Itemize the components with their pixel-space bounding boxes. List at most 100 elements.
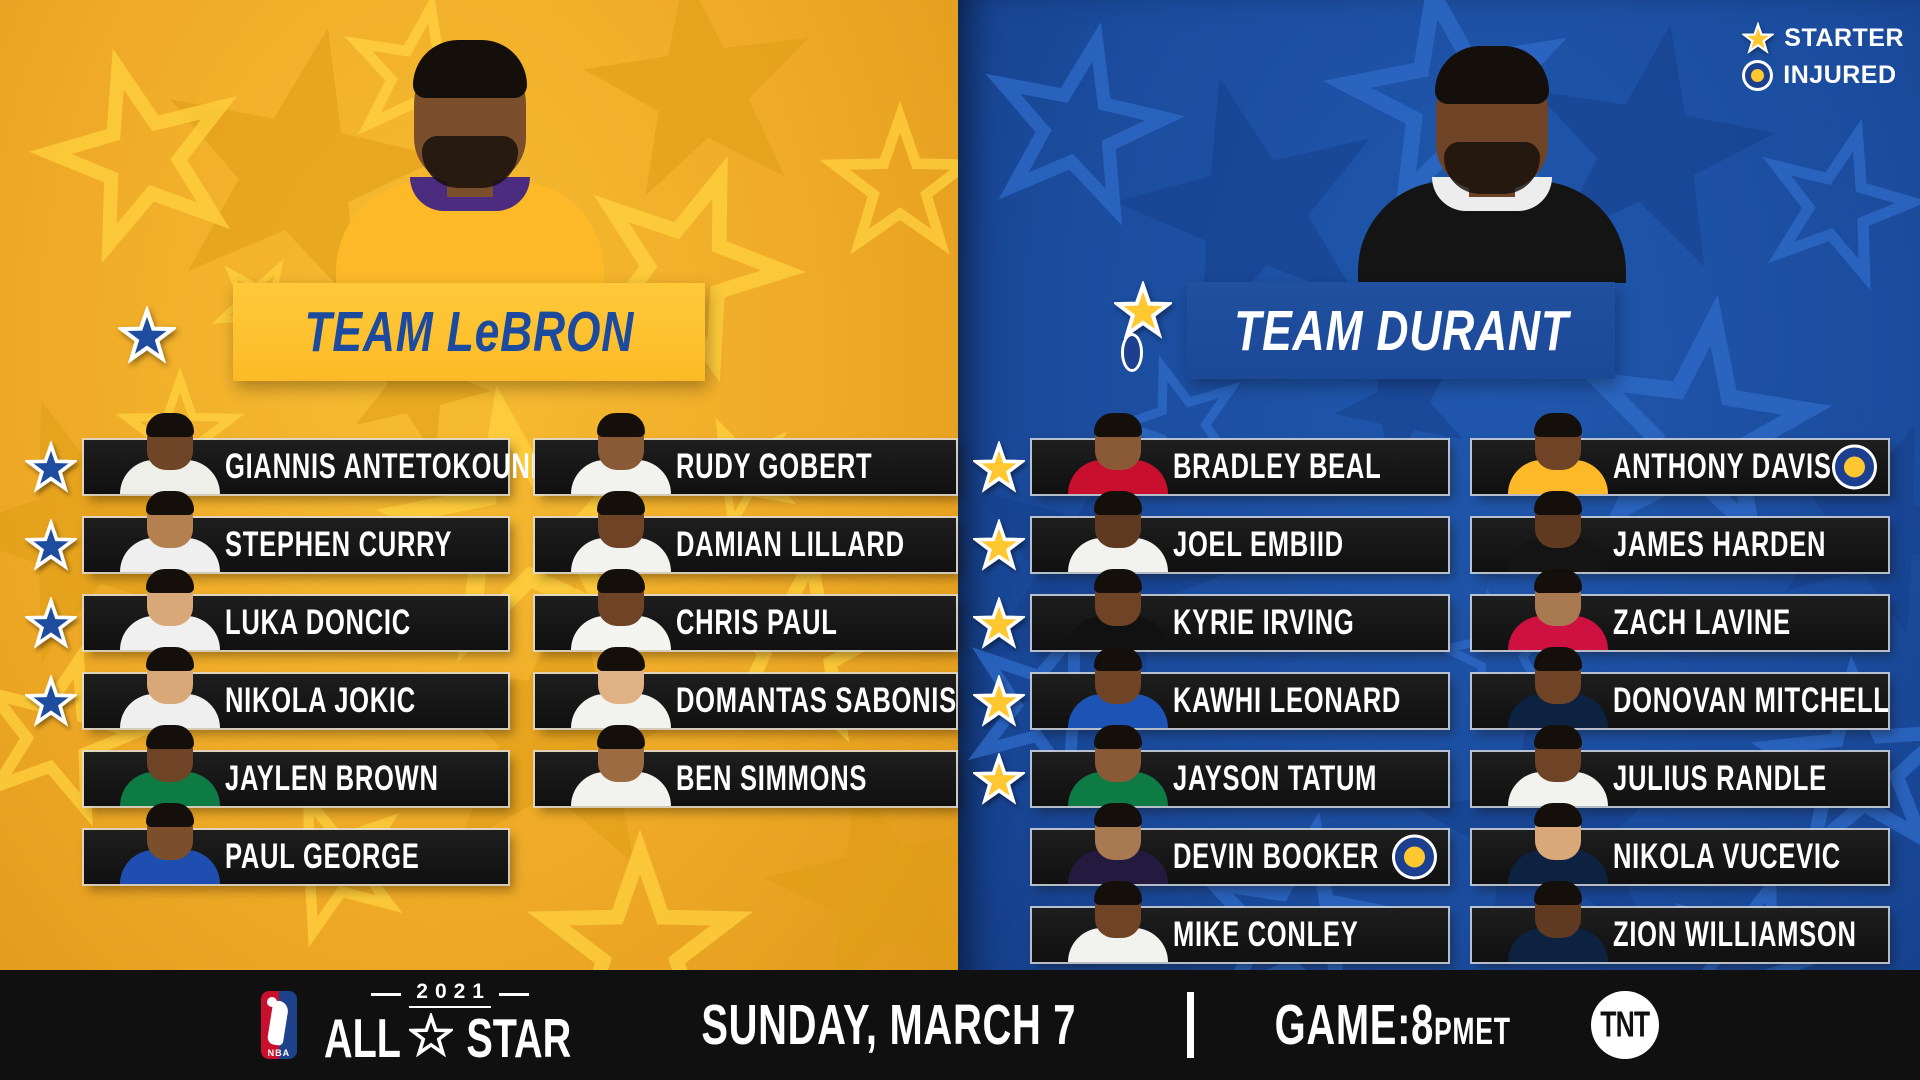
player-headshot [118,569,222,650]
headshot-hair [597,569,645,593]
player-headshot [1506,881,1610,962]
team-durant-banner: TEAM DURANT [1187,282,1615,379]
headshot-hair [146,413,194,437]
player-row: DEVIN BOOKER [966,803,1448,884]
headshot-hair [146,647,194,671]
player-row: ZACH LAVINE [1472,569,1888,650]
headshot-hair [146,725,194,749]
player-row: NIKOLA VUCEVIC [1472,803,1888,884]
player-name: PAUL GEORGE [225,837,420,876]
player-bar: JAMES HARDEN [1472,491,1888,572]
team-lebron-captain-starter-star-icon [115,304,179,364]
player-bar: KAWHI LEONARD [1032,647,1448,728]
game-label: GAME: [1274,993,1411,1057]
player-row: KYRIE IRVING [966,569,1448,650]
player-bar: GIANNIS ANTETOKOUNMPO [84,413,590,494]
nba-player-silhouette [266,1000,290,1046]
starter-star-icon [971,751,1027,805]
game-meridiem: PM [1433,1011,1476,1053]
player-bar: JULIUS RANDLE [1472,725,1888,806]
headshot-hair [1534,803,1582,827]
player-headshot [1506,569,1610,650]
player-headshot [1066,725,1170,806]
player-bar: JAYSON TATUM [1032,725,1448,806]
starter-badge [966,751,1032,805]
injured-icon [1745,63,1771,88]
team-lebron-banner: TEAM LeBRON [233,283,705,381]
allstar-all-text: ALL [323,1007,401,1069]
player-row: DOMANTAS SABONIS [535,647,956,728]
injured-icon [1395,837,1434,877]
footer-divider [1186,992,1194,1058]
allstar-text-row: ALL STAR [309,1006,592,1070]
allstar-star-icon [406,1011,456,1058]
player-row: STEPHEN CURRY [18,491,508,572]
player-name: LUKA DONCIC [225,603,411,642]
player-name: JAMES HARDEN [1613,525,1827,564]
player-bar: BRADLEY BEAL [1032,413,1448,494]
tnt-logo: TNT [1591,991,1660,1059]
player-headshot [1066,647,1170,728]
player-bar: DOMANTAS SABONIS [535,647,956,728]
starter-badge [18,595,84,649]
player-headshot [118,647,222,728]
player-name: GIANNIS ANTETOKOUNMPO [225,447,591,486]
player-headshot [118,803,222,884]
nba-basketball [266,997,277,1007]
starter-badge [18,673,84,727]
injured-label: INJURED [1783,61,1897,89]
game-timezone: ET [1475,1011,1511,1053]
player-name: CHRIS PAUL [676,603,838,642]
player-name: JULIUS RANDLE [1613,759,1827,798]
headshot-hair [1534,491,1582,515]
headshot-hair [1094,647,1142,671]
legend-injured-row: INJURED [1742,60,1904,91]
player-headshot [118,413,222,494]
player-bar: PAUL GEORGE [84,803,508,884]
starter-badge [966,673,1032,727]
player-bar: DAMIAN LILLARD [535,491,956,572]
headshot-hair [1094,569,1142,593]
headshot-hair [1094,725,1142,749]
player-name: JAYLEN BROWN [225,759,439,798]
starter-star-icon [1741,21,1776,54]
player-bar: BEN SIMMONS [535,725,956,806]
headshot-hair [1534,725,1582,749]
legend-starter-row: STARTER [1741,21,1904,54]
player-row: MIKE CONLEY [966,881,1448,962]
starter-badge [966,439,1032,493]
player-row: KAWHI LEONARD [966,647,1448,728]
team-durant-captain-injured-icon [1124,336,1140,369]
player-bar: ANTHONY DAVIS [1472,413,1888,494]
player-bar: NIKOLA VUCEVIC [1472,803,1888,884]
player-bar: DONOVAN MITCHELL [1472,647,1889,728]
player-row: JAMES HARDEN [1472,491,1888,572]
headshot-hair [146,569,194,593]
player-row: JAYLEN BROWN [18,725,508,806]
player-row: BRADLEY BEAL [966,413,1448,494]
headshot-hair [597,647,645,671]
starter-badge [966,517,1032,571]
player-name: JOEL EMBIID [1173,525,1344,564]
player-headshot [569,725,673,806]
player-row: BEN SIMMONS [535,725,956,806]
headshot-hair [1094,881,1142,905]
player-name: DEVIN BOOKER [1173,837,1380,876]
team-lebron-title: TEAM LeBRON [304,300,634,364]
injured-icon [1835,447,1874,487]
player-row: RUDY GOBERT [535,413,956,494]
game-time: GAME: 8 PM ET [1274,992,1510,1058]
durant-hair [1435,46,1549,104]
player-bar: ZACH LAVINE [1472,569,1888,650]
team-durant-roster-column-1: BRADLEY BEAL JOEL EMBIID KYRIE IRVING KAWHI… [966,413,1448,986]
tnt-wordmark: TNT [1600,1004,1651,1045]
player-name: JAYSON TATUM [1173,759,1378,798]
player-row: GIANNIS ANTETOKOUNMPO [18,413,590,494]
lebron-james-headshot [330,40,610,283]
player-name: NIKOLA JOKIC [225,681,416,720]
team-durant-captain-starter-star-icon [1111,279,1175,339]
player-row: JOEL EMBIID [966,491,1448,572]
headshot-hair [146,491,194,515]
allstar-wordmark: 2021 ALL STAR [309,980,592,1070]
year-line-right [498,992,529,996]
